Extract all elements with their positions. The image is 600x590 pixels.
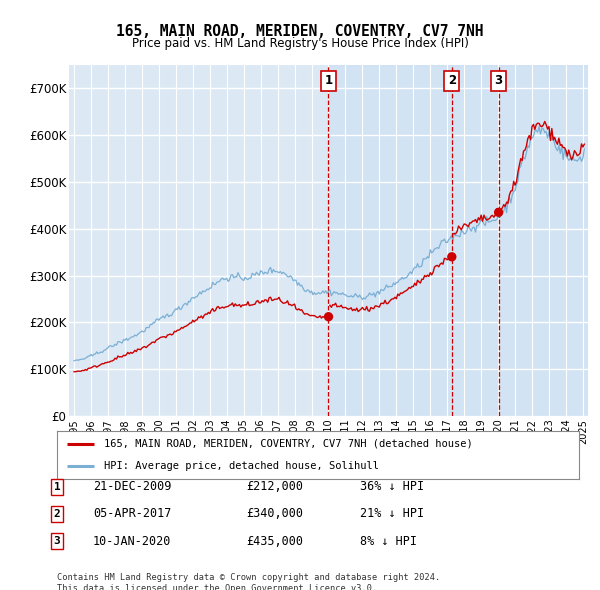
Text: 8% ↓ HPI: 8% ↓ HPI [360,535,417,548]
Text: 1: 1 [53,482,61,491]
Text: £340,000: £340,000 [246,507,303,520]
Text: 2: 2 [53,509,61,519]
Point [494,208,503,217]
Text: 21% ↓ HPI: 21% ↓ HPI [360,507,424,520]
Text: £212,000: £212,000 [246,480,303,493]
Text: 165, MAIN ROAD, MERIDEN, COVENTRY, CV7 7NH: 165, MAIN ROAD, MERIDEN, COVENTRY, CV7 7… [116,24,484,38]
Text: 165, MAIN ROAD, MERIDEN, COVENTRY, CV7 7NH (detached house): 165, MAIN ROAD, MERIDEN, COVENTRY, CV7 7… [104,439,473,449]
Point [323,312,333,322]
Text: 05-APR-2017: 05-APR-2017 [93,507,172,520]
Point [447,252,457,261]
Text: HPI: Average price, detached house, Solihull: HPI: Average price, detached house, Soli… [104,461,379,471]
Text: 3: 3 [53,536,61,546]
Text: Contains HM Land Registry data © Crown copyright and database right 2024.
This d: Contains HM Land Registry data © Crown c… [57,573,440,590]
Text: Price paid vs. HM Land Registry's House Price Index (HPI): Price paid vs. HM Land Registry's House … [131,37,469,50]
Text: 2: 2 [448,74,456,87]
Text: 21-DEC-2009: 21-DEC-2009 [93,480,172,493]
Text: 3: 3 [494,74,503,87]
Text: £435,000: £435,000 [246,535,303,548]
Bar [328,65,588,416]
Text: 1: 1 [325,74,332,87]
Text: 10-JAN-2020: 10-JAN-2020 [93,535,172,548]
Text: 36% ↓ HPI: 36% ↓ HPI [360,480,424,493]
